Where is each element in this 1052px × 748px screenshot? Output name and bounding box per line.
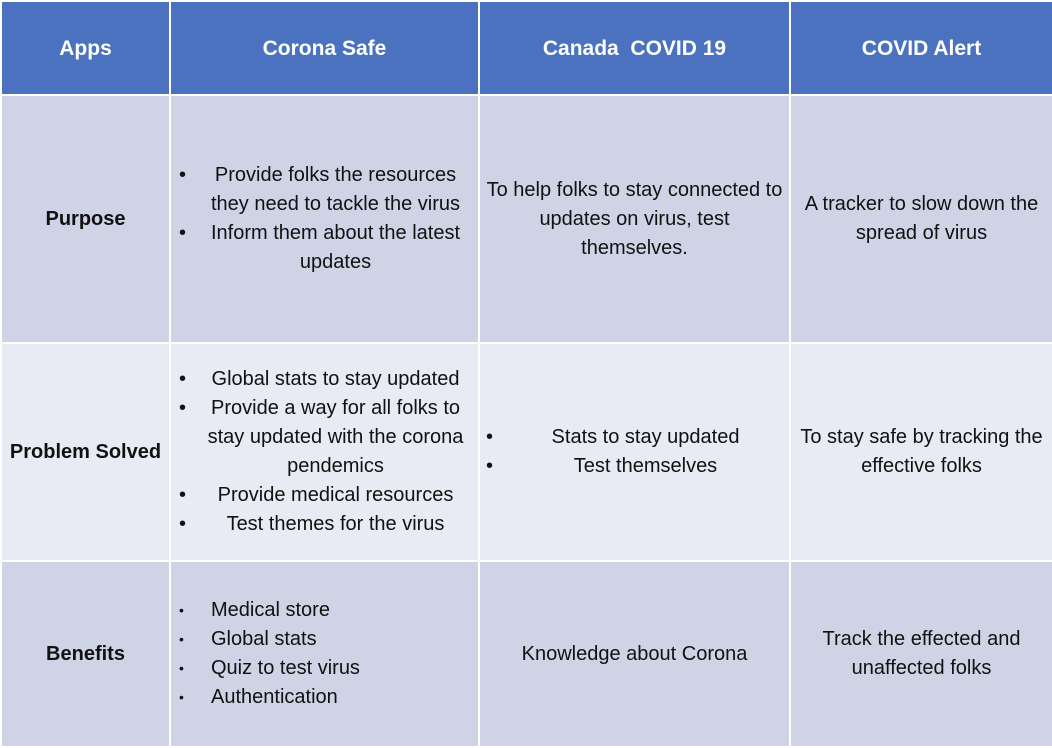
cell-purpose-covid-alert: A tracker to slow down the spread of vir… [789, 94, 1052, 344]
list-item: Provide folks the resources they need to… [177, 161, 472, 219]
list-item: Test themselves [486, 452, 783, 481]
list-item: Global stats [177, 625, 472, 654]
bullet-list: Provide folks the resources they need to… [177, 161, 472, 277]
cell-purpose-corona-safe: Provide folks the resources they need to… [169, 94, 480, 344]
row-purpose: Purpose Provide folks the resources they… [0, 94, 1052, 344]
row-label-purpose: Purpose [0, 94, 171, 344]
row-benefits: Benefits Medical store Global stats Quiz… [0, 560, 1052, 748]
list-item: Global stats to stay updated [177, 365, 472, 394]
list-item: Provide a way for all folks to stay upda… [177, 394, 472, 481]
row-label-problem-solved: Problem Solved [0, 342, 171, 562]
list-item: Stats to stay updated [486, 423, 783, 452]
cell-purpose-canada-covid19: To help folks to stay connected to updat… [478, 94, 791, 344]
header-apps: Apps [0, 0, 171, 96]
bullet-list: Medical store Global stats Quiz to test … [177, 596, 472, 712]
list-item: Quiz to test virus [177, 654, 472, 683]
cell-problem-corona-safe: Global stats to stay updated Provide a w… [169, 342, 480, 562]
cell-problem-canada-covid19: Stats to stay updated Test themselves [478, 342, 791, 562]
header-canada-covid19: Canada COVID 19 [478, 0, 791, 96]
cell-benefits-corona-safe: Medical store Global stats Quiz to test … [169, 560, 480, 748]
header-row: Apps Corona Safe Canada COVID 19 COVID A… [0, 0, 1052, 96]
cell-problem-covid-alert: To stay safe by tracking the effective f… [789, 342, 1052, 562]
list-item: Test themes for the virus [177, 510, 472, 539]
cell-benefits-canada-covid19: Knowledge about Corona [478, 560, 791, 748]
list-item: Inform them about the latest updates [177, 219, 472, 277]
bullet-list: Global stats to stay updated Provide a w… [177, 365, 472, 539]
header-covid-alert: COVID Alert [789, 0, 1052, 96]
header-corona-safe: Corona Safe [169, 0, 480, 96]
bullet-list: Stats to stay updated Test themselves [486, 423, 783, 481]
list-item: Medical store [177, 596, 472, 625]
row-problem-solved: Problem Solved Global stats to stay upda… [0, 342, 1052, 562]
list-item: Authentication [177, 683, 472, 712]
list-item: Provide medical resources [177, 481, 472, 510]
cell-benefits-covid-alert: Track the effected and unaffected folks [789, 560, 1052, 748]
row-label-benefits: Benefits [0, 560, 171, 748]
